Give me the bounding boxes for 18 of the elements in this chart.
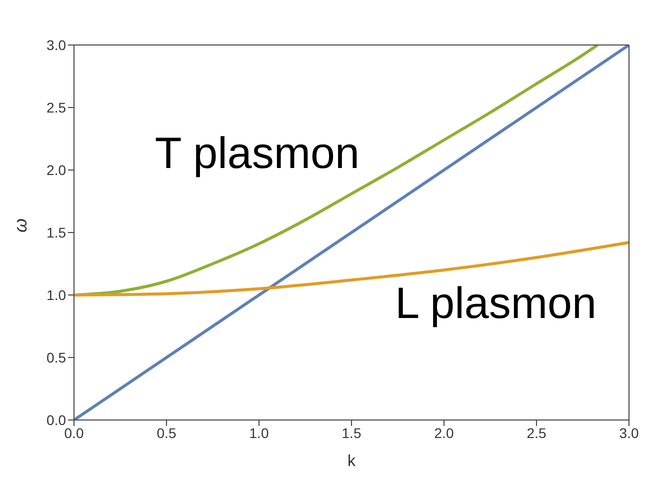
annotation: L plasmon [395,278,596,328]
x-tick-label: 1.5 [342,424,362,441]
x-tick-label: 2.0 [434,424,454,441]
x-tick-label: 3.0 [619,424,639,441]
y-tick-label: 1.0 [46,286,66,303]
y-tick-label: 2.5 [46,99,66,116]
x-tick-label: 0.0 [64,424,84,441]
x-axis-title: k [348,453,356,470]
y-tick-label: 0.0 [46,412,66,428]
y-axis-title: ω [10,218,30,232]
y-tick-label: 2.0 [46,162,66,178]
x-tick-label: 2.5 [526,424,546,441]
y-tick-label: 1.5 [46,224,66,240]
annotation: T plasmon [154,128,360,178]
y-tick-label: 3.0 [46,36,66,53]
y-tick-label: 0.5 [46,349,66,366]
x-tick-label: 1.0 [249,424,269,441]
x-tick-label: 0.5 [156,424,176,441]
